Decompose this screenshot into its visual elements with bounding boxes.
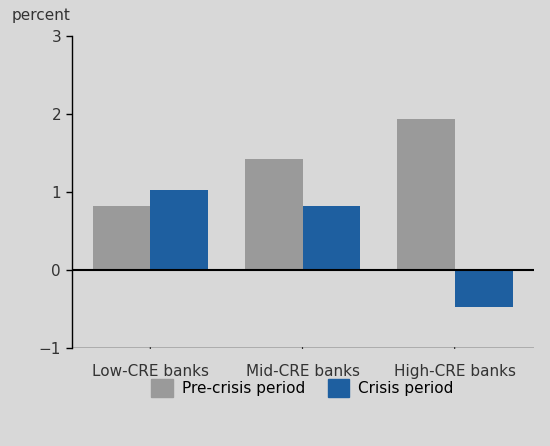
Bar <box>302 206 360 270</box>
Text: percent: percent <box>12 8 70 23</box>
Bar <box>397 119 455 270</box>
Bar <box>245 159 302 270</box>
Bar <box>92 206 150 270</box>
Bar <box>455 270 513 307</box>
Bar <box>150 190 208 270</box>
Legend: Pre-crisis period, Crisis period: Pre-crisis period, Crisis period <box>145 373 460 403</box>
